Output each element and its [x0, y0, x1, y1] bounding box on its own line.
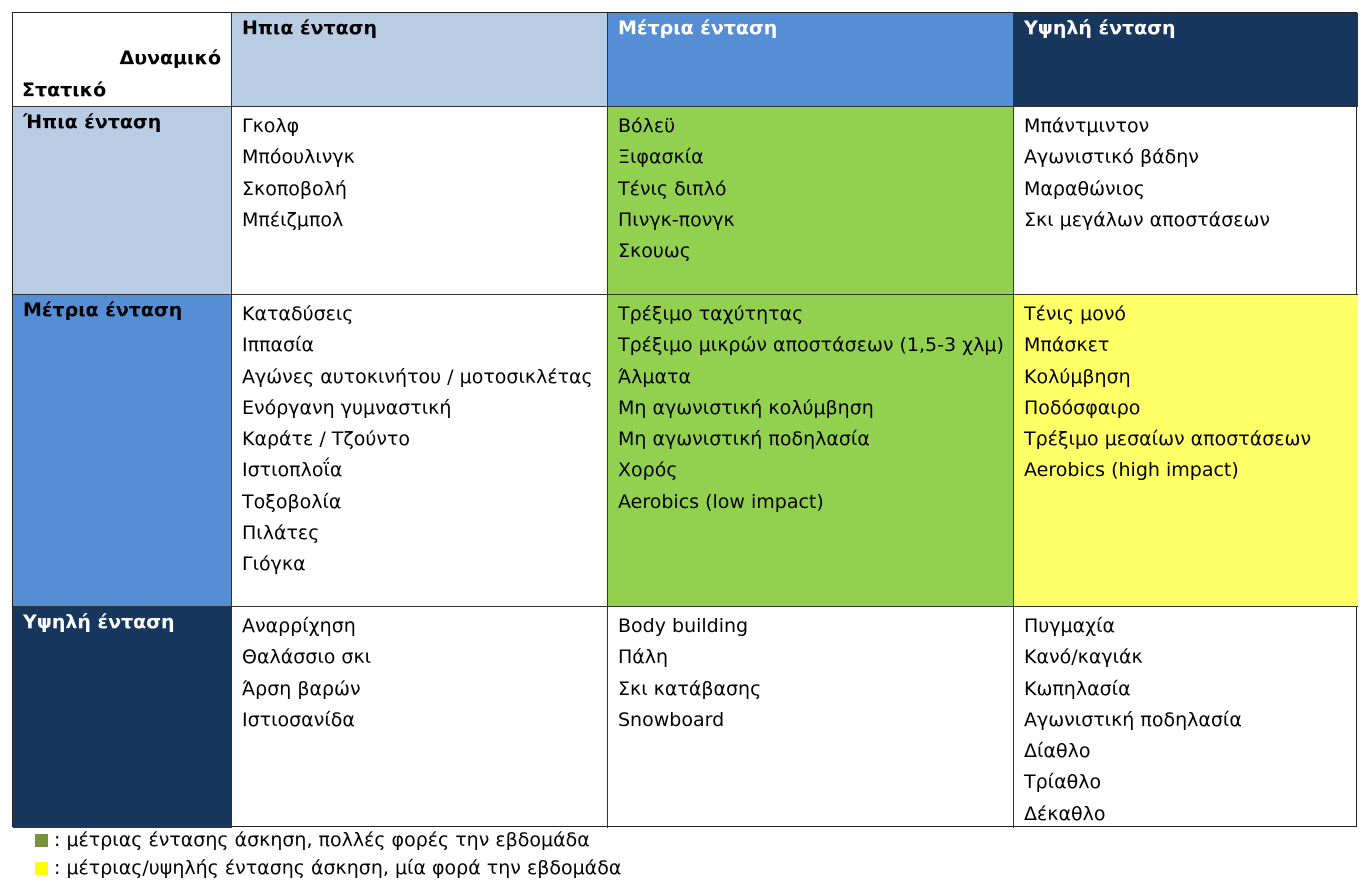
corner-cell: Δυναμικό Στατικό	[13, 13, 232, 107]
list-item: Αναρρίχηση	[242, 615, 356, 637]
list-item: Άρση βαρών	[242, 677, 361, 700]
list-item: Ενόργανη γυμναστική	[242, 396, 452, 419]
list-item: Μπάσκετ	[1024, 334, 1110, 357]
column-header-moderate: Μέτρια ένταση	[608, 13, 1014, 107]
list-item: Βόλεϋ	[618, 115, 676, 137]
list-item: Γκολφ	[242, 115, 300, 137]
cell-moderate-moderate: Τρέξιμο ταχύτητας Τρέξιμο μικρών αποστάσ…	[608, 295, 1014, 607]
list-item: Ξιφασκία	[618, 146, 704, 169]
list-item: Χορός	[618, 459, 678, 482]
list-item: Πιλάτες	[242, 522, 320, 545]
list-item: Snowboard	[618, 708, 725, 731]
row-header-high: Υψηλή ένταση	[13, 607, 232, 828]
list-item: Σκι κατάβασης	[618, 677, 762, 700]
list-item: Μπόουλινγκ	[242, 146, 355, 169]
list-item: Aerobics (high impact)	[1024, 459, 1239, 482]
list-item: Body building	[618, 615, 749, 637]
list-item: Τρέξιμο ταχύτητας	[618, 303, 804, 325]
cell-moderate-low: Καταδύσεις Ιππασία Αγώνες αυτοκινήτου / …	[232, 295, 608, 607]
list-item: Μη αγωνιστική ποδηλασία	[618, 428, 870, 451]
cell-high-high: Πυγμαχία Κανό/καγιάκ Κωπηλασία Αγωνιστικ…	[1014, 607, 1358, 828]
list-item: Σκι μεγάλων αποστάσεων	[1024, 208, 1271, 231]
list-item: Κανό/καγιάκ	[1024, 646, 1143, 669]
legend-text: : μέτριας έντασης άσκηση, πολλές φορές τ…	[54, 829, 590, 851]
legend: : μέτριας έντασης άσκηση, πολλές φορές τ…	[35, 826, 621, 882]
list-item: Καταδύσεις	[242, 303, 354, 325]
column-header-high: Υψηλή ένταση	[1014, 13, 1358, 107]
list-item: Τρίαθλο	[1024, 771, 1102, 794]
list-item: Τένις διπλό	[618, 177, 727, 200]
green-swatch-icon	[35, 833, 48, 847]
list-item: Αγωνιστική ποδηλασία	[1024, 708, 1242, 731]
list-item: Τρέξιμο μικρών αποστάσεων (1,5-3 χλμ)	[618, 334, 1004, 357]
list-item: Πυγμαχία	[1024, 615, 1116, 637]
list-item: Αγωνιστικό βάδην	[1024, 146, 1199, 169]
list-item: Γιόγκα	[242, 553, 306, 576]
list-item: Πάλη	[618, 646, 669, 669]
cell-low-moderate: Βόλεϋ Ξιφασκία Τένις διπλό Πινγκ-πονγκ Σ…	[608, 107, 1014, 295]
column-header-low: Ηπια ένταση	[232, 13, 608, 107]
list-item: Κωπηλασία	[1024, 677, 1131, 700]
list-item: Θαλάσσιο σκι	[242, 646, 372, 669]
list-item: Aerobics (low impact)	[618, 490, 824, 513]
list-item: Ιστιοπλοΐα	[242, 459, 343, 482]
legend-item-yellow: : μέτριας/υψηλής έντασης άσκηση, μία φορ…	[35, 854, 621, 882]
list-item: Ποδόσφαιρο	[1024, 396, 1141, 419]
legend-item-green: : μέτριας έντασης άσκηση, πολλές φορές τ…	[35, 826, 621, 854]
list-item: Κολύμβηση	[1024, 365, 1131, 388]
list-item: Μαραθώνιος	[1024, 177, 1145, 200]
cell-low-low: Γκολφ Μπόουλινγκ Σκοποβολή Μπέιζμπολ	[232, 107, 608, 295]
list-item: Ιστιοσανίδα	[242, 708, 355, 731]
list-item: Μπάντμιντον	[1024, 115, 1150, 137]
legend-text: : μέτριας/υψηλής έντασης άσκηση, μία φορ…	[54, 857, 622, 879]
intensity-table: Δυναμικό Στατικό Ηπια ένταση Μέτρια έντα…	[12, 12, 1358, 828]
yellow-swatch-icon	[35, 861, 48, 875]
list-item: Αγώνες αυτοκινήτου / μοτοσικλέτας	[242, 365, 593, 388]
list-item: Δέκαθλο	[1024, 802, 1106, 825]
list-item: Σκουως	[618, 240, 691, 263]
cell-low-high: Μπάντμιντον Αγωνιστικό βάδην Μαραθώνιος …	[1014, 107, 1358, 295]
dynamic-axis-label: Δυναμικό	[119, 47, 221, 69]
list-item: Πινγκ-πονγκ	[618, 208, 735, 231]
list-item: Τοξοβολία	[242, 490, 342, 513]
static-axis-label: Στατικό	[22, 79, 107, 101]
list-item: Μπέιζμπολ	[242, 208, 344, 231]
cell-high-low: Αναρρίχηση Θαλάσσιο σκι Άρση βαρών Ιστιο…	[232, 607, 608, 828]
cell-high-moderate: Body building Πάλη Σκι κατάβασης Snowboa…	[608, 607, 1014, 828]
list-item: Τένις μονό	[1024, 303, 1127, 325]
list-item: Άλματα	[618, 365, 691, 388]
list-item: Δίαθλο	[1024, 740, 1091, 763]
list-item: Τρέξιμο μεσαίων αποστάσεων	[1024, 428, 1312, 451]
row-header-moderate: Μέτρια ένταση	[13, 295, 232, 607]
list-item: Ιππασία	[242, 334, 315, 357]
list-item: Καράτε / Τζούντο	[242, 428, 410, 451]
row-header-low: Ήπια ένταση	[13, 107, 232, 295]
list-item: Μη αγωνιστική κολύμβηση	[618, 396, 874, 419]
list-item: Σκοποβολή	[242, 177, 347, 200]
cell-moderate-high: Τένις μονό Μπάσκετ Κολύμβηση Ποδόσφαιρο …	[1014, 295, 1358, 607]
